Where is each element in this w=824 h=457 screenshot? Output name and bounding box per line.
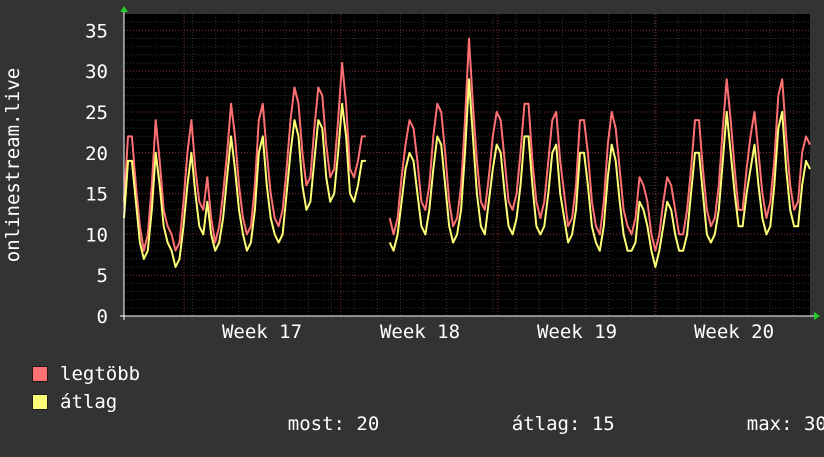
y-tick-label: 15 [85,184,108,206]
stat-avg-value: 15 [591,413,615,435]
graph-stage: 0 5 10 15 20 25 30 35 Week 17 Week 18 Week 19 Week… [2,6,824,435]
y-tick-label: 0 [97,306,108,328]
stat-max-label: max: [746,413,793,435]
stat-now: most: 20 [242,391,380,435]
stat-avg: átlag: 15 [466,391,615,435]
series-lines [123,37,811,268]
legend-label-max: legtöbb [60,363,141,385]
y-axis-label: onlinestream.live [2,68,24,262]
y-tick-label: 35 [85,20,108,42]
stat-max: max: 30 [701,391,824,435]
stat-avg-label: átlag: [511,413,581,435]
x-tick-label: Week 18 [380,321,460,343]
stat-max-value: 30 [803,413,824,435]
y-axis-arrow-icon [120,6,128,12]
legend-item-max: legtöbb [32,363,140,385]
series-line-max [123,37,811,252]
x-tick-labels: Week 17 Week 18 Week 19 Week 20 [222,321,774,343]
stat-now-value: 20 [356,413,380,435]
x-tick-label: Week 19 [537,321,617,343]
series-line-avg [123,78,811,268]
x-tick-label: Week 20 [694,321,774,343]
y-tick-labels: 0 5 10 15 20 25 30 35 [85,20,108,328]
x-tick-label: Week 17 [222,321,302,343]
legend-item-avg: átlag [32,391,117,413]
stat-now-label: most: [287,413,345,435]
x-axis-arrow-icon [814,312,820,320]
y-tick-label: 30 [85,61,108,83]
axes [120,6,820,320]
y-tick-label: 25 [85,102,108,124]
legend-swatch-avg [32,394,48,410]
legend-label-avg: átlag [60,391,118,413]
y-tick-label: 10 [85,224,108,246]
legend-swatch-max [32,366,48,382]
y-tick-label: 20 [85,143,108,165]
y-tick-label: 5 [97,265,108,287]
